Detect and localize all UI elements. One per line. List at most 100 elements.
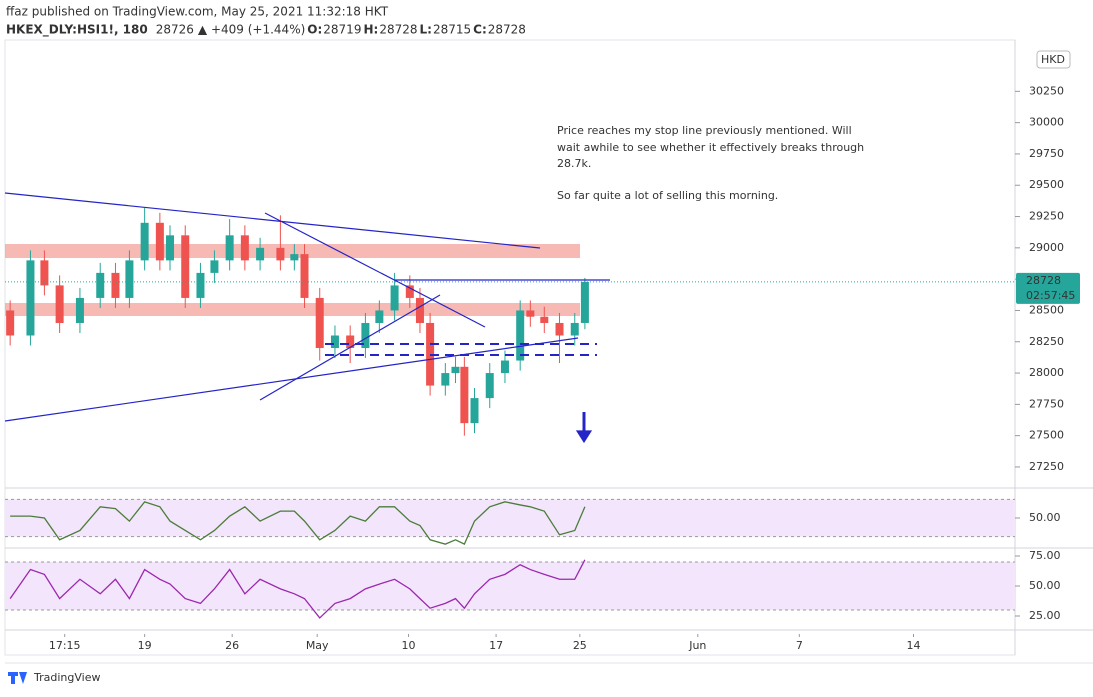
candle-body — [570, 322, 579, 336]
countdown: 02:57:45 — [1026, 289, 1075, 302]
y-tick-label: 29500 — [1029, 178, 1064, 191]
x-tick-label: 10 — [402, 639, 416, 652]
indicator-line — [10, 501, 586, 546]
trend-line — [4, 192, 541, 249]
x-tick-label: 17 — [489, 639, 503, 652]
legend-value: 28728 — [488, 23, 526, 37]
y-tick-label: 50.00 — [1029, 511, 1061, 524]
candle-body — [26, 260, 35, 336]
candle-body — [460, 366, 469, 424]
candle-body — [290, 254, 299, 261]
trend-line — [264, 212, 486, 328]
candle-body — [96, 272, 105, 298]
candle-body — [240, 235, 249, 261]
y-tick-label: 28000 — [1029, 366, 1064, 379]
legend-label: L: — [420, 23, 432, 37]
candle-body — [526, 310, 535, 317]
arrow-head — [575, 430, 593, 444]
symbol: HKEX_DLY:HSI1!, 180 — [6, 23, 148, 38]
y-tick-label: 27250 — [1029, 460, 1064, 473]
candle-body — [276, 247, 285, 261]
y-tick-label: 29250 — [1029, 210, 1064, 223]
x-tick-label: 25 — [573, 639, 587, 652]
last-price: 28726 — [156, 23, 194, 37]
candle-body — [470, 398, 479, 424]
change: ▲ +409 (+1.44%) — [198, 23, 305, 37]
candle-body — [40, 260, 49, 286]
publisher: ffaz published on TradingView.com, May 2… — [6, 5, 389, 19]
candle-body — [55, 285, 64, 323]
legend-label: H: — [363, 23, 378, 37]
x-tick-label: 7 — [796, 639, 803, 652]
candle-body — [485, 373, 494, 399]
candle-body — [405, 285, 414, 298]
annotation-text: 28.7k. — [557, 157, 591, 170]
legend-label: O: — [307, 23, 322, 37]
candle-body — [155, 222, 164, 261]
candle-body — [451, 366, 460, 374]
candle-body — [166, 235, 175, 261]
y-tick-label: 27500 — [1029, 429, 1064, 442]
x-tick-label: Jun — [688, 639, 706, 652]
y-tick-label: 30250 — [1029, 84, 1064, 97]
candle-body — [375, 310, 384, 323]
candle-body — [315, 297, 324, 349]
candle-body — [140, 222, 149, 261]
annotation-text: So far quite a lot of selling this morni… — [557, 189, 778, 202]
candle-body — [181, 235, 190, 298]
candles — [6, 207, 589, 436]
candle-body — [346, 335, 355, 349]
price-label-box — [1016, 272, 1080, 304]
candle-body — [256, 247, 265, 261]
y-tick-label: 28500 — [1029, 303, 1064, 316]
band-fill — [5, 562, 1015, 610]
legend-value: 28728 — [379, 23, 417, 37]
candle-body — [75, 297, 84, 323]
candle-body — [125, 260, 134, 298]
y-tick-label: 27750 — [1029, 397, 1064, 410]
price-label: 28728 — [1026, 274, 1061, 287]
x-tick-label: 14 — [907, 639, 921, 652]
legend-value: 28715 — [433, 23, 471, 37]
indicator-line — [9, 559, 586, 619]
candle-body — [361, 322, 370, 349]
currency-box — [1036, 50, 1071, 69]
trend-line — [4, 337, 579, 422]
x-tick-label: May — [306, 639, 329, 652]
trend-lines — [4, 192, 610, 444]
candle-body — [6, 310, 15, 336]
candle-body — [390, 285, 399, 311]
candle-body — [300, 254, 309, 298]
drawings — [5, 244, 580, 316]
candle-body — [225, 235, 234, 261]
y-tick-label: 25.00 — [1029, 609, 1061, 622]
x-tick-label: 19 — [138, 639, 152, 652]
candle-body — [540, 316, 549, 323]
x-tick-label: 17:15 — [49, 639, 81, 652]
brand-logo — [8, 672, 27, 684]
candle-body — [210, 260, 219, 273]
candle-body — [516, 310, 525, 361]
candle-body — [330, 335, 339, 349]
candle-body — [196, 272, 205, 298]
candle-body — [415, 297, 424, 323]
y-tick-label: 28250 — [1029, 335, 1064, 348]
candle-body — [500, 360, 509, 374]
brand: TradingView — [33, 671, 100, 684]
candle-body — [580, 281, 589, 323]
currency: HKD — [1041, 53, 1065, 66]
legend-label: C: — [473, 23, 487, 37]
y-tick-label: 75.00 — [1029, 549, 1061, 562]
y-tick-label: 30000 — [1029, 116, 1064, 129]
annotation-text: wait awhile to see whether it effectivel… — [557, 141, 864, 154]
legend-value: 28719 — [323, 23, 361, 37]
y-tick-label: 29750 — [1029, 147, 1064, 160]
candle-body — [441, 373, 450, 386]
trend-line — [259, 294, 441, 401]
y-tick-label: 50.00 — [1029, 579, 1061, 592]
x-tick-label: 26 — [225, 639, 239, 652]
candle-body — [111, 272, 120, 298]
candle-body — [555, 322, 564, 336]
